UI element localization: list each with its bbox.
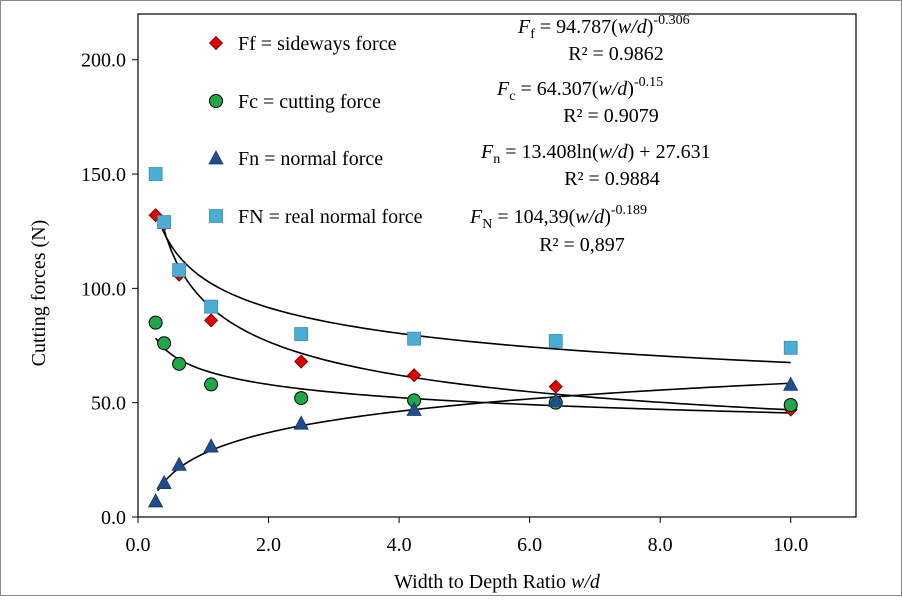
point-fn [147,493,164,508]
point-fN-real [783,340,798,355]
y-tick-label: 150.0 [81,164,126,186]
point-fN-real [294,327,309,341]
x-axis-label: Width to Depth Ratio w/d [394,571,601,593]
x-tick-label: 2.0 [256,534,281,556]
trendline-equation-fc: Fc = 64.307(w/d)-0.15 [496,75,663,104]
y-tick-label: 0.0 [101,507,126,529]
trendline-fc [154,337,791,414]
point-ff [204,313,219,328]
trendline-equation-fN-real: FN = 104,39(w/d)-0.189 [469,203,647,232]
point-fc [157,336,172,351]
point-fn [783,376,799,391]
legend-marker-fN-real [209,209,223,223]
y-axis-label: Cutting forces (N) [28,220,50,367]
trendline-equation-ff: Ff = 94.787(w/d)-0.306 [517,13,690,42]
r-squared-fn: R² = 0.9884 [564,168,660,190]
point-fn [156,474,172,490]
point-fN-real [157,215,172,229]
legend-marker-ff [208,35,224,51]
x-tick-label: 0.0 [126,534,151,556]
point-fn [203,438,219,453]
legend-label-fc: Fc = cutting force [238,91,381,113]
point-fN-real [172,263,187,277]
point-fc [783,397,798,412]
trendline-equation-fn: Fn = 13.408ln(w/d) + 27.631 [480,141,711,167]
point-fN-real [148,167,163,181]
y-tick-label: 50.0 [91,393,126,415]
trendline-ff [160,217,791,411]
point-fn [171,456,187,471]
r-squared-fN-real: R² = 0,897 [539,234,625,256]
legend-marker-fc [209,94,223,108]
y-tick-label: 100.0 [81,278,126,300]
point-fN-real [407,331,422,346]
point-fn [406,401,422,416]
trendline-fN-real [154,211,791,364]
y-tick-label: 200.0 [81,50,126,72]
x-tick-label: 10.0 [773,534,808,556]
legend-label-fN-real: FN = real normal force [238,206,423,228]
point-fN-real [204,299,219,314]
plot-layer: 0.0 50.0 100.0 150.0 200.0 0.0 2.0 4.0 6.0 8.0 10.… [81,13,857,556]
r-squared-ff: R² = 0.9862 [568,43,664,65]
point-fc [172,356,187,371]
x-tick-label: 4.0 [387,534,412,556]
trendline-fn [156,382,791,492]
legend-marker-fn [208,150,224,165]
point-fn [293,415,309,430]
legend-label-fn: Fn = normal force [238,148,383,170]
point-fn [548,392,564,407]
point-fc [204,377,219,392]
x-tick-label: 8.0 [648,534,673,556]
point-ff [407,368,422,383]
point-fc [148,315,163,330]
point-ff [294,354,309,369]
legend-label-ff: Ff = sideways force [238,33,397,55]
r-squared-fc: R² = 0.9079 [563,105,659,127]
x-tick-label: 6.0 [517,534,542,556]
plot-area-frame [137,13,857,518]
point-fN-real [548,334,563,348]
point-fc [294,391,309,406]
